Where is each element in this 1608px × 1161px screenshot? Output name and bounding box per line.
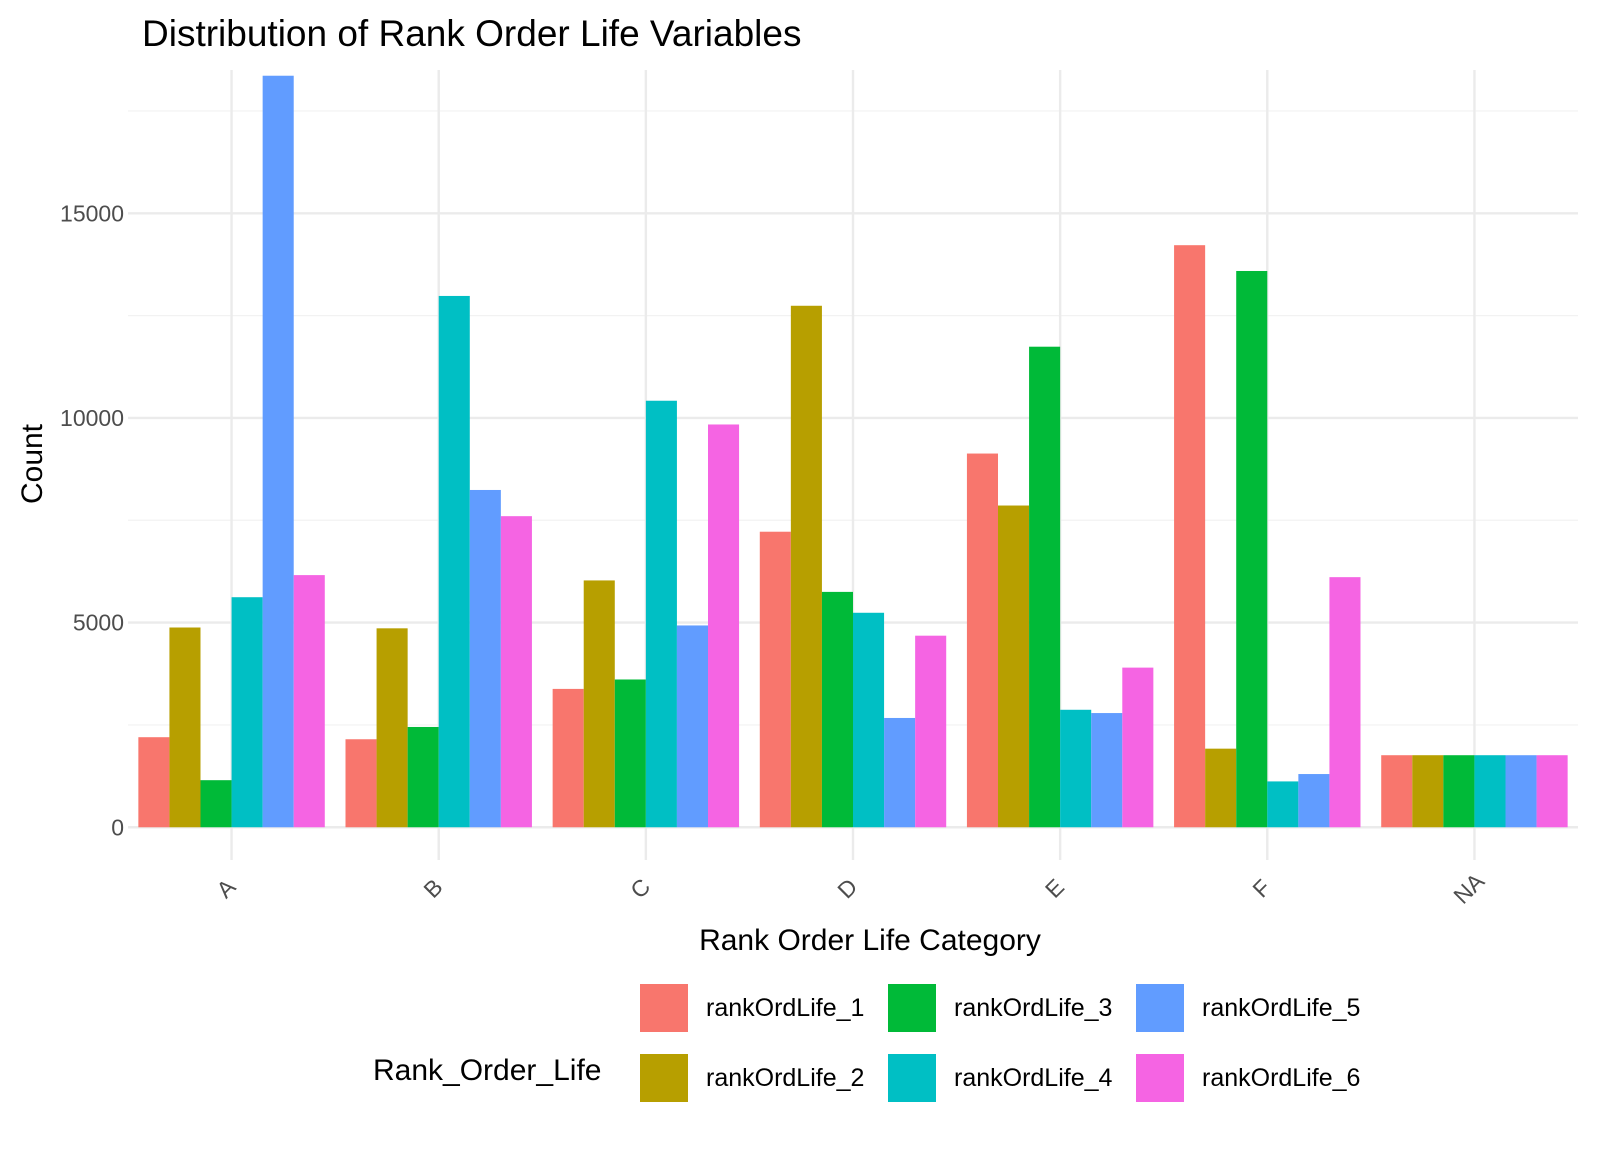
- x-axis-ticks: A B C D E F NA: [211, 867, 1489, 908]
- y-axis-label: Count: [16, 423, 49, 504]
- bar-rankOrdLife_2-F: [1205, 748, 1237, 828]
- bar-rankOrdLife_3-B: [407, 726, 439, 828]
- bar-rankOrdLife_6-NA: [1536, 755, 1568, 828]
- bar-rankOrdLife_2-B: [376, 628, 408, 828]
- legend-label: rankOrdLife_4: [954, 1064, 1113, 1092]
- x-axis-label: Rank Order Life Category: [699, 924, 1041, 957]
- chart-title: Distribution of Rank Order Life Variable…: [142, 13, 801, 54]
- bar-rankOrdLife_6-D: [915, 635, 947, 828]
- bar-rankOrdLife_4-NA: [1474, 755, 1506, 828]
- legend-key-rankOrdLife_3: [888, 984, 936, 1032]
- x-tick-label: E: [1040, 874, 1069, 903]
- y-axis-ticks: 0 5000 10000 15000: [60, 200, 124, 840]
- bar-rankOrdLife_5-B: [469, 489, 501, 828]
- y-tick-label: 0: [111, 814, 124, 840]
- bar-rankOrdLife_5-F: [1298, 774, 1330, 828]
- legend-label: rankOrdLife_6: [1202, 1064, 1360, 1092]
- bar-rankOrdLife_2-E: [998, 505, 1030, 828]
- bar-rankOrdLife_3-NA: [1443, 755, 1475, 828]
- bar-rankOrdLife_5-E: [1091, 713, 1123, 828]
- bar-rankOrdLife_2-D: [790, 305, 822, 828]
- bar-rankOrdLife_4-F: [1267, 781, 1299, 828]
- y-tick-label: 5000: [73, 610, 124, 636]
- bar-rankOrdLife_2-NA: [1412, 755, 1444, 828]
- bar-rankOrdLife_4-E: [1060, 709, 1092, 828]
- x-tick-label: D: [832, 873, 862, 903]
- bar-rankOrdLife_4-A: [231, 597, 263, 828]
- bar-rankOrdLife_4-C: [645, 400, 677, 828]
- x-tick-label: F: [1247, 874, 1275, 902]
- legend-label: rankOrdLife_3: [954, 994, 1112, 1022]
- bar-rankOrdLife_1-D: [759, 531, 791, 828]
- bar-rankOrdLife_3-D: [821, 591, 853, 828]
- bar-rankOrdLife_6-A: [293, 575, 325, 828]
- bar-rankOrdLife_6-B: [500, 516, 532, 828]
- bar-rankOrdLife_3-C: [614, 679, 646, 828]
- legend-label: rankOrdLife_5: [1202, 994, 1360, 1022]
- x-tick-label: NA: [1448, 867, 1489, 908]
- legend-key-rankOrdLife_5: [1136, 984, 1184, 1032]
- bar-rankOrdLife_6-E: [1122, 667, 1154, 828]
- bar-rankOrdLife_1-B: [345, 739, 377, 828]
- bar-rankOrdLife_2-A: [169, 627, 201, 828]
- bar-rankOrdLife_6-C: [708, 424, 740, 828]
- bar-rankOrdLife_4-D: [853, 612, 885, 828]
- bar-rankOrdLife_6-F: [1329, 577, 1361, 828]
- bar-rankOrdLife_1-F: [1174, 245, 1206, 828]
- legend-key-rankOrdLife_4: [888, 1054, 936, 1102]
- bar-rankOrdLife_2-C: [583, 580, 615, 828]
- bars: [138, 75, 1568, 828]
- bar-rankOrdLife_5-NA: [1505, 755, 1537, 828]
- bar-rankOrdLife_5-C: [676, 625, 708, 828]
- bar-rankOrdLife_3-E: [1029, 346, 1061, 828]
- bar-rankOrdLife_1-A: [138, 737, 170, 828]
- bar-rankOrdLife_1-C: [552, 688, 584, 828]
- legend-key-rankOrdLife_6: [1136, 1054, 1184, 1102]
- legend-label: rankOrdLife_1: [706, 994, 864, 1022]
- legend-key-rankOrdLife_2: [640, 1054, 688, 1102]
- legend-label: rankOrdLife_2: [706, 1064, 864, 1092]
- bar-rankOrdLife_3-F: [1236, 270, 1268, 828]
- bar-rankOrdLife_1-NA: [1381, 755, 1413, 828]
- y-tick-label: 10000: [60, 405, 124, 431]
- legend-title: Rank_Order_Life: [373, 1054, 601, 1087]
- bar-rankOrdLife_3-A: [200, 780, 232, 828]
- y-tick-label: 15000: [60, 200, 124, 226]
- bar-rankOrdLife_5-A: [262, 75, 294, 828]
- x-tick-label: B: [418, 874, 447, 903]
- x-tick-label: C: [625, 873, 655, 903]
- legend-key-rankOrdLife_1: [640, 984, 688, 1032]
- bar-rankOrdLife_5-D: [884, 717, 916, 828]
- legend: Rank_Order_Life rankOrdLife_1 rankOrdLife…: [373, 984, 1360, 1102]
- bar-rankOrdLife_1-E: [966, 453, 998, 828]
- x-tick-label: A: [211, 873, 241, 903]
- bar-rankOrdLife_4-B: [438, 295, 470, 828]
